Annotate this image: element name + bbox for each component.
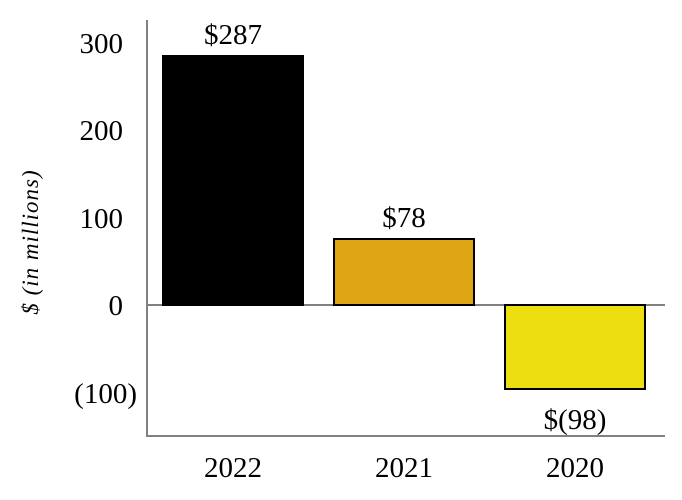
bar-value-label: $78 <box>382 202 426 234</box>
y-tick-label: (100) <box>74 377 137 410</box>
x-category-label: 2021 <box>375 452 433 484</box>
y-tick-label: 100 <box>79 202 124 235</box>
x-category-label: 2022 <box>204 452 262 484</box>
y-tick-label: 200 <box>79 115 124 147</box>
bar-2021 <box>333 238 475 306</box>
y-tick-label: 300 <box>79 27 124 60</box>
bar-value-label: $287 <box>204 19 262 51</box>
bar-2022 <box>162 55 304 306</box>
bar-value-label: $(98) <box>543 404 607 436</box>
y-tick-label: 0 <box>108 290 124 322</box>
x-axis-line <box>146 435 665 437</box>
y-axis-line <box>146 20 148 437</box>
x-category-label: 2020 <box>546 452 604 484</box>
bar-2020 <box>504 304 646 390</box>
